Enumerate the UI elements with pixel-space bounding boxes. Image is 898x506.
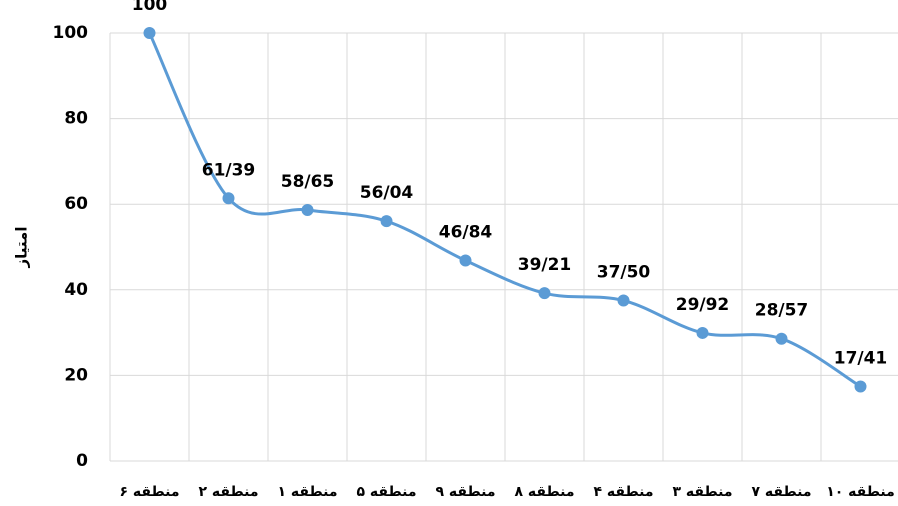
marker: [143, 27, 156, 39]
x-tick-label: منطقه ۶: [119, 484, 179, 500]
y-tick-label: 80: [64, 109, 88, 129]
x-tick-label: منطقه ۱۰: [826, 484, 895, 500]
data-label: 17/41: [834, 348, 888, 368]
x-tick-label: منطقه ۷: [751, 484, 811, 500]
y-tick-label: 0: [76, 451, 88, 471]
marker: [696, 326, 709, 339]
marker: [459, 254, 472, 267]
marker: [538, 287, 551, 300]
marker: [617, 294, 630, 307]
data-label: 58/65: [281, 172, 335, 192]
x-tick-label: منطقه ۸: [514, 484, 574, 500]
x-tick-label: منطقه ۵: [356, 484, 416, 500]
x-tick-label: منطقه ۲: [198, 484, 258, 500]
data-label: 61/39: [202, 160, 256, 180]
data-label: 29/92: [676, 295, 730, 315]
x-tick-label: منطقه ۹: [435, 484, 495, 500]
y-tick-label: 20: [64, 365, 88, 385]
marker: [380, 215, 393, 228]
data-label: 37/50: [597, 263, 651, 283]
marker: [775, 332, 788, 345]
y-tick-label: 100: [53, 23, 89, 43]
data-label: 39/21: [518, 255, 572, 275]
x-tick-label: منطقه ۱: [277, 484, 337, 500]
y-tick-label: 60: [64, 194, 88, 214]
x-tick-label: منطقه ۳: [672, 484, 732, 500]
marker: [222, 192, 235, 205]
y-axis-label: امتیاز: [13, 227, 31, 269]
marker: [301, 203, 314, 216]
data-label: 28/57: [755, 301, 809, 321]
marker: [854, 380, 867, 393]
line: [148, 32, 862, 388]
y-tick-label: 40: [64, 280, 88, 300]
data-label: 100: [132, 0, 168, 15]
data-label: 56/04: [360, 183, 414, 203]
x-tick-label: منطقه ۴: [593, 484, 653, 500]
data-label: 46/84: [439, 223, 493, 243]
